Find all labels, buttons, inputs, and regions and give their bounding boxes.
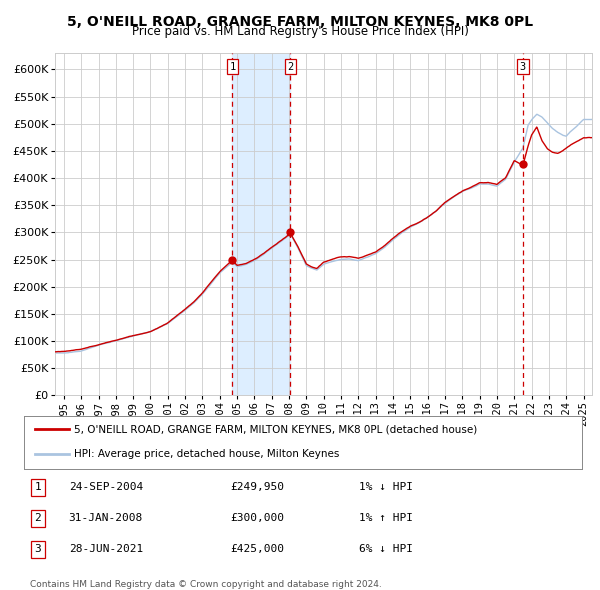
Text: 6% ↓ HPI: 6% ↓ HPI: [359, 545, 413, 555]
Text: 28-JUN-2021: 28-JUN-2021: [68, 545, 143, 555]
Bar: [232, 53, 290, 395]
Text: 1: 1: [229, 62, 236, 72]
Text: Price paid vs. HM Land Registry's House Price Index (HPI): Price paid vs. HM Land Registry's House …: [131, 25, 469, 38]
Text: HPI: Average price, detached house, Milton Keynes: HPI: Average price, detached house, Milt…: [74, 449, 340, 459]
Text: 3: 3: [520, 62, 526, 72]
Text: 1: 1: [35, 483, 41, 493]
Text: 24-SEP-2004: 24-SEP-2004: [68, 483, 143, 493]
Text: £249,950: £249,950: [230, 483, 284, 493]
Text: 1% ↑ HPI: 1% ↑ HPI: [359, 513, 413, 523]
Text: 3: 3: [35, 545, 41, 555]
Text: 2: 2: [287, 62, 293, 72]
Text: £300,000: £300,000: [230, 513, 284, 523]
Text: 1% ↓ HPI: 1% ↓ HPI: [359, 483, 413, 493]
Text: £425,000: £425,000: [230, 545, 284, 555]
Text: 5, O'NEILL ROAD, GRANGE FARM, MILTON KEYNES, MK8 0PL: 5, O'NEILL ROAD, GRANGE FARM, MILTON KEY…: [67, 15, 533, 29]
Text: 31-JAN-2008: 31-JAN-2008: [68, 513, 143, 523]
Text: Contains HM Land Registry data © Crown copyright and database right 2024.
This d: Contains HM Land Registry data © Crown c…: [29, 581, 382, 590]
Text: 5, O'NEILL ROAD, GRANGE FARM, MILTON KEYNES, MK8 0PL (detached house): 5, O'NEILL ROAD, GRANGE FARM, MILTON KEY…: [74, 424, 478, 434]
Text: 2: 2: [35, 513, 41, 523]
